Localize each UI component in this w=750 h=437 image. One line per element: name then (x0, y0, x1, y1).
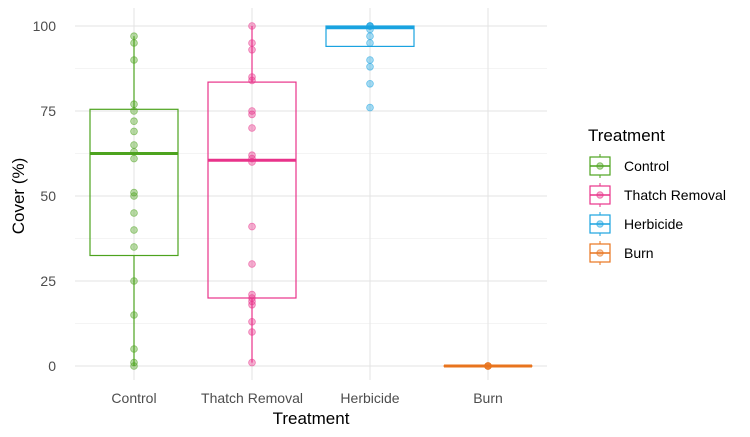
point (248, 317, 256, 326)
point (248, 107, 256, 115)
point (248, 45, 256, 54)
legend-label: Herbicide (624, 216, 683, 232)
legend: Treatment Control Thatch Removal Herbicide… (588, 126, 726, 265)
point (248, 328, 256, 336)
legend-label: Thatch Removal (624, 187, 726, 203)
point (248, 151, 256, 160)
point (248, 260, 256, 268)
point (366, 56, 374, 64)
point (130, 141, 138, 149)
point (366, 80, 374, 88)
legend-item-herbicide: Herbicide (589, 212, 683, 236)
x-tick-label: Thatch Removal (201, 390, 303, 406)
box-control (89, 36, 179, 366)
point (248, 290, 256, 299)
x-tick-label: Control (111, 390, 156, 406)
y-tick-label: 0 (48, 358, 56, 374)
box-iqr (89, 108, 179, 257)
point (130, 148, 138, 156)
data-points (130, 22, 492, 370)
point (366, 32, 374, 40)
point (130, 311, 138, 319)
point (248, 22, 256, 30)
point (248, 124, 256, 132)
point (130, 243, 138, 251)
point (130, 117, 138, 125)
legend-title: Treatment (588, 126, 665, 145)
grid-lines (75, 8, 547, 380)
legend-key-point (596, 220, 604, 228)
y-tick-label: 25 (40, 273, 56, 289)
point (130, 100, 138, 108)
x-tick-label: Herbicide (340, 390, 399, 406)
x-axis-title: Treatment (273, 409, 350, 428)
legend-label: Control (624, 158, 669, 174)
legend-item-thatch-removal: Thatch Removal (589, 183, 726, 207)
point (366, 63, 374, 71)
point (248, 39, 256, 47)
legend-key-point (596, 162, 604, 170)
point (248, 222, 256, 231)
legend-item-control: Control (589, 154, 669, 178)
point (130, 188, 138, 197)
point (130, 226, 138, 234)
point (130, 127, 138, 136)
point (130, 358, 138, 367)
point (130, 277, 138, 285)
point (130, 209, 138, 217)
y-axis-ticks: 0 25 50 75 100 (33, 18, 57, 374)
x-tick-label: Burn (473, 390, 503, 406)
y-tick-label: 100 (33, 18, 57, 34)
y-tick-label: 75 (40, 103, 56, 119)
legend-item-burn: Burn (589, 241, 654, 265)
point (484, 362, 492, 370)
point (130, 345, 138, 353)
point (130, 154, 138, 163)
point (130, 56, 138, 64)
point (248, 358, 256, 367)
x-axis-ticks: Control Thatch Removal Herbicide Burn (111, 390, 502, 406)
point (366, 39, 374, 47)
point (130, 39, 138, 47)
legend-label: Burn (624, 245, 654, 261)
legend-key-point (596, 249, 604, 257)
point (366, 103, 374, 112)
y-tick-label: 50 (40, 188, 56, 204)
point (248, 73, 256, 81)
point (366, 22, 374, 30)
y-axis-title: Cover (%) (9, 158, 28, 235)
legend-key-point (596, 191, 604, 199)
point (130, 32, 138, 40)
point (130, 107, 138, 115)
